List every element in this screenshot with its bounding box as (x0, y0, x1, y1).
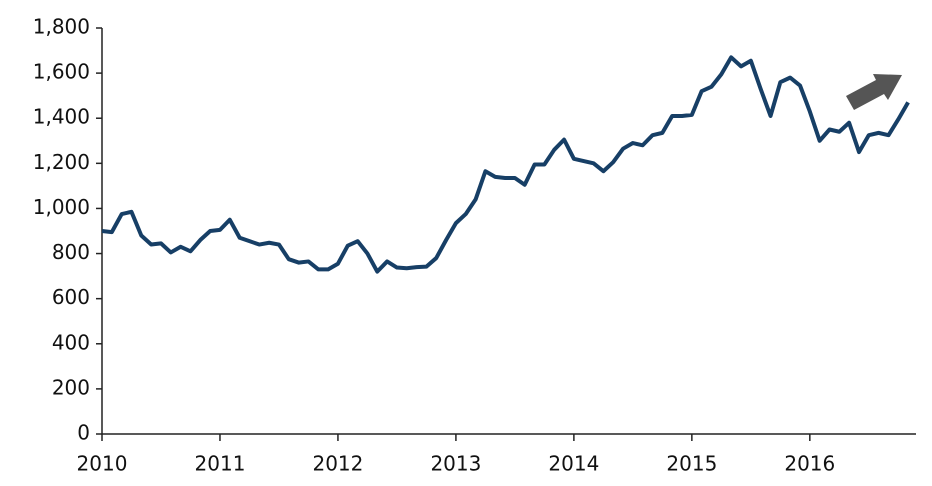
y-tick-label: 600 (52, 285, 90, 309)
y-tick-label: 0 (77, 421, 90, 445)
x-tick-label: 2015 (666, 452, 717, 476)
y-tick-label: 1,000 (33, 195, 90, 219)
y-tick-label: 1,400 (33, 105, 90, 129)
trend-arrow (846, 74, 902, 110)
x-tick-label: 2014 (548, 452, 599, 476)
y-tick-label: 1,800 (33, 15, 90, 39)
x-tick-label: 2011 (195, 452, 246, 476)
x-tick-label: 2012 (312, 452, 363, 476)
y-tick-label: 200 (52, 375, 90, 399)
x-tick-label: 2010 (77, 452, 128, 476)
y-tick-label: 400 (52, 330, 90, 354)
y-tick-label: 1,600 (33, 60, 90, 84)
x-tick-label: 2013 (430, 452, 481, 476)
x-tick-label: 2016 (784, 452, 835, 476)
y-tick-label: 1,200 (33, 150, 90, 174)
y-tick-label: 800 (52, 240, 90, 264)
line-series (101, 55, 910, 274)
